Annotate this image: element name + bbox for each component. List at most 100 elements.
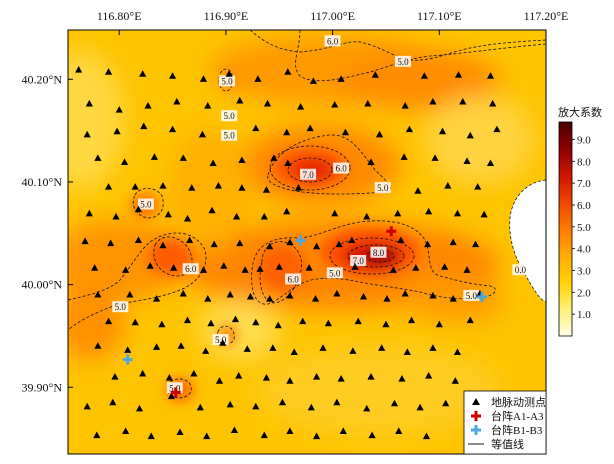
station-marker xyxy=(333,398,341,406)
station-marker xyxy=(112,212,120,220)
station-marker xyxy=(104,317,113,325)
station-marker xyxy=(235,371,243,379)
station-marker xyxy=(183,316,192,324)
station-marker xyxy=(286,238,294,246)
station-marker xyxy=(429,97,437,105)
station-marker xyxy=(425,371,433,379)
contour-labels: 6.0 5.0 5.0 5.0 5.0 7.0 6.0 5.0 5.0 8.0 7.0 6.0 6.0 5… xyxy=(112,35,529,394)
station-marker xyxy=(286,291,294,299)
station-marker xyxy=(307,403,315,411)
station-marker xyxy=(214,182,223,189)
contour-label: 5.0 xyxy=(115,302,127,312)
lon-tick-label: 117.10°E xyxy=(417,9,462,23)
contour-label: 7.0 xyxy=(353,256,365,266)
legend-item: 台阵A1-A3 xyxy=(471,409,544,423)
contour-line xyxy=(287,157,333,183)
station-marker xyxy=(401,289,409,297)
station-marker xyxy=(83,402,91,410)
station-marker xyxy=(146,262,154,269)
contour-label-bg xyxy=(333,162,350,174)
station-marker xyxy=(238,184,246,191)
station-marker xyxy=(134,205,143,213)
station-marker xyxy=(94,342,102,349)
colorbar-tick-label: 5.0 xyxy=(577,222,591,234)
station-marker xyxy=(454,71,463,78)
station-marker xyxy=(159,182,167,189)
contour-label: 5.0 xyxy=(223,111,235,121)
legend-label: 台阵A1-A3 xyxy=(491,409,544,423)
station-marker xyxy=(176,428,184,436)
station-marker xyxy=(471,240,480,248)
station-marker xyxy=(91,264,99,271)
station-marker xyxy=(210,240,218,248)
station-marker xyxy=(368,431,376,439)
station-marker xyxy=(453,348,462,355)
legend-item: 地脉动测点 xyxy=(472,395,546,409)
station-marker xyxy=(131,183,139,190)
station-marker xyxy=(453,209,462,217)
station-marker xyxy=(139,70,147,77)
station-marker xyxy=(416,403,424,411)
station-marker xyxy=(324,319,332,327)
colorbar-tick-label: 7.0 xyxy=(577,178,591,190)
contour-label: 5.0 xyxy=(140,200,152,210)
station-marker xyxy=(275,263,283,270)
station-marker xyxy=(296,102,305,110)
station-marker xyxy=(438,127,447,135)
station-marker xyxy=(204,101,212,109)
legend-item: 台阵B1-B3 xyxy=(471,423,543,437)
station-marker xyxy=(269,344,277,351)
station-marker xyxy=(109,398,117,406)
legend-label: 台阵B1-B3 xyxy=(491,423,543,437)
station-marker xyxy=(140,122,148,130)
colorbar-tick-label: 4.0 xyxy=(577,244,591,256)
contour-line xyxy=(249,30,546,61)
contour-line xyxy=(329,237,415,275)
contour-line xyxy=(251,220,496,305)
station-marker xyxy=(254,75,262,82)
station-marker xyxy=(339,427,347,435)
station-marker xyxy=(354,317,362,325)
contour-label: 5.0 xyxy=(221,76,233,86)
legend-item: 等值线 xyxy=(468,437,524,451)
station-marker xyxy=(260,212,268,220)
station-marker xyxy=(266,294,274,302)
station-marker xyxy=(207,319,215,327)
lat-tick-label: 40.00°N xyxy=(22,278,63,292)
station-marker xyxy=(144,101,152,109)
station-marker xyxy=(405,125,414,133)
legend-triangle-icon xyxy=(472,398,480,405)
station-marker xyxy=(226,290,234,298)
station-marker xyxy=(243,345,251,352)
station-marker xyxy=(188,184,196,191)
array-b-marker xyxy=(122,354,133,365)
station-marker xyxy=(359,292,368,300)
contour-line xyxy=(347,244,405,268)
station-marker xyxy=(367,158,375,166)
station-marker xyxy=(115,106,123,113)
station-marker xyxy=(252,402,260,410)
station-marker xyxy=(177,342,185,349)
contour-label: 6.0 xyxy=(327,36,339,46)
station-marker xyxy=(283,207,291,215)
contour-label: 8.0 xyxy=(373,248,385,258)
station-marker xyxy=(486,72,495,79)
contour-label-bg xyxy=(137,198,154,210)
station-marker xyxy=(444,182,452,189)
station-marker xyxy=(215,377,224,384)
station-marker xyxy=(236,96,244,104)
station-marker xyxy=(262,374,271,381)
station-marker xyxy=(441,263,449,270)
station-marker xyxy=(397,236,405,244)
station-marker xyxy=(449,238,457,246)
colorbar-ramp xyxy=(558,121,573,337)
station-marker xyxy=(375,130,384,138)
station-marker xyxy=(93,431,101,439)
station-marker xyxy=(179,154,187,161)
station-marker xyxy=(398,375,406,382)
station-marker xyxy=(158,320,166,328)
station-marker xyxy=(199,266,208,273)
lat-tick-label: 40.10°N xyxy=(22,175,63,189)
station-marker xyxy=(204,294,212,302)
station-marker xyxy=(319,344,327,351)
